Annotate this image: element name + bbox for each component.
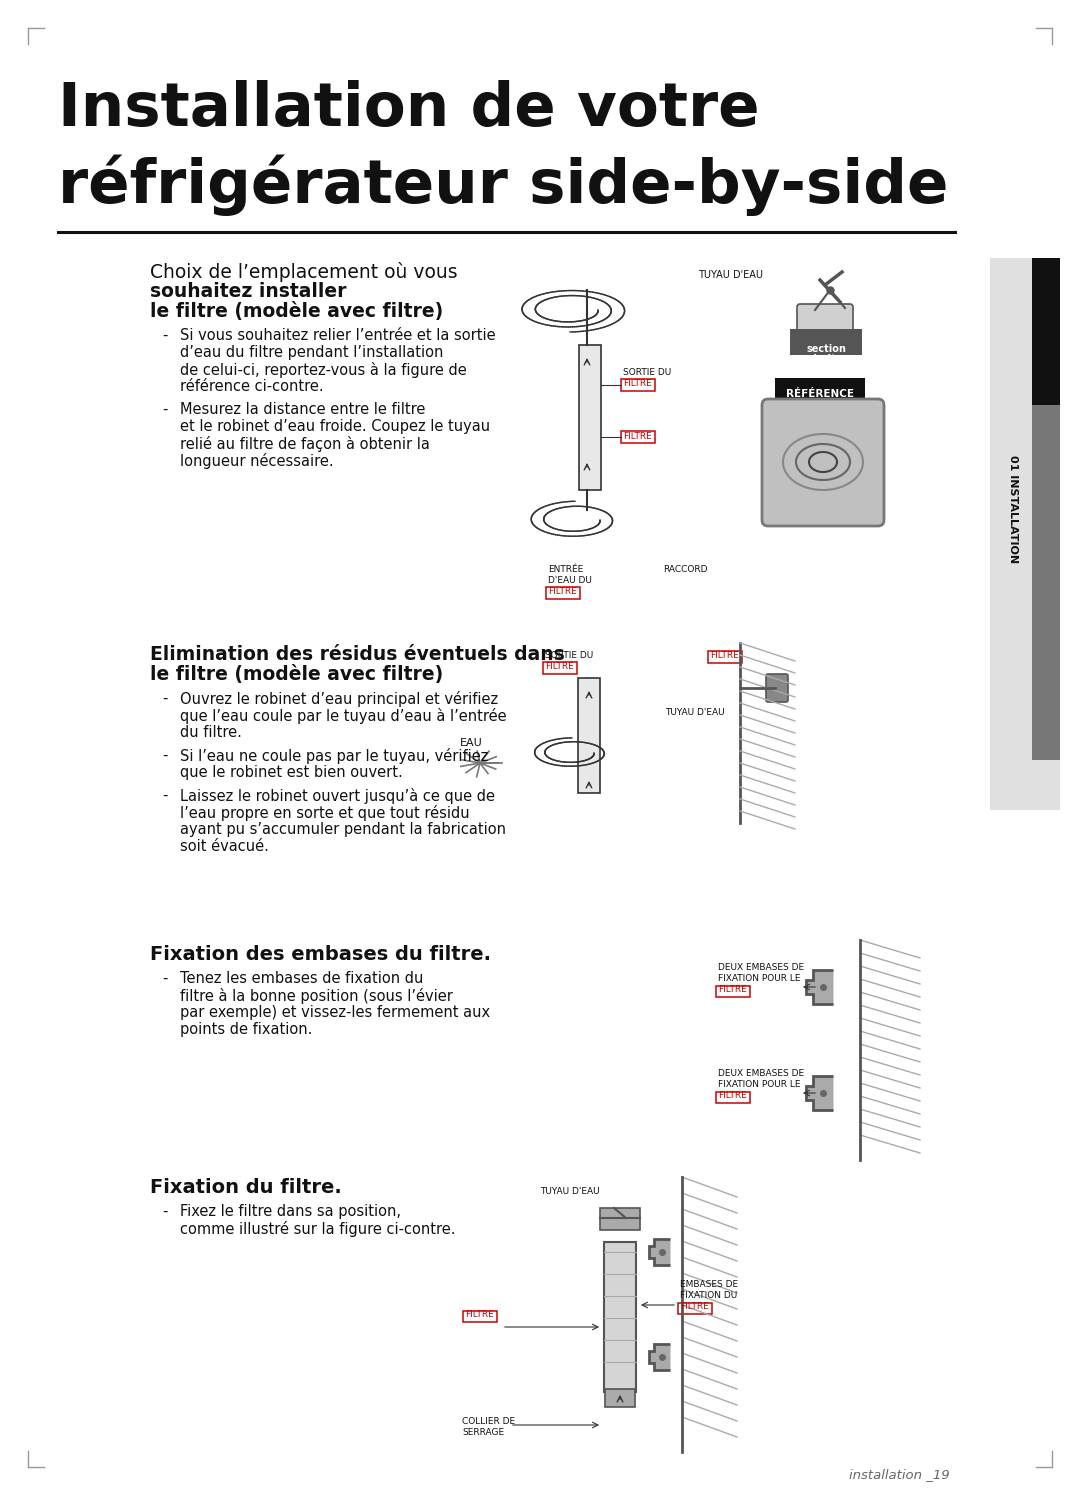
Text: Installation de votre: Installation de votre <box>58 81 759 139</box>
Text: soit évacué.: soit évacué. <box>180 839 269 854</box>
Text: SORTIE DU: SORTIE DU <box>623 368 672 377</box>
Text: relié au filtre de façon à obtenir la: relié au filtre de façon à obtenir la <box>180 437 430 451</box>
Text: -: - <box>162 1203 167 1218</box>
Text: Tenez les embases de fixation du: Tenez les embases de fixation du <box>180 970 423 987</box>
Bar <box>543 662 577 674</box>
Text: par exemple) et vissez-les fermement aux: par exemple) et vissez-les fermement aux <box>180 1005 490 1020</box>
Text: souhaitez installer: souhaitez installer <box>150 283 347 300</box>
Text: Ouvrez le robinet d’eau principal et vérifiez: Ouvrez le robinet d’eau principal et vér… <box>180 691 498 707</box>
Text: filtre à la bonne position (sous l’évier: filtre à la bonne position (sous l’évier <box>180 988 453 1005</box>
Bar <box>1032 259 1059 405</box>
Text: DEUX EMBASES DE: DEUX EMBASES DE <box>718 1069 805 1078</box>
Text: TUYAU D'EAU: TUYAU D'EAU <box>540 1187 599 1196</box>
Text: DEUX EMBASES DE: DEUX EMBASES DE <box>718 963 805 972</box>
Bar <box>604 1242 636 1392</box>
Text: l’eau propre en sorte et que tout résidu: l’eau propre en sorte et que tout résidu <box>180 804 470 821</box>
Text: -: - <box>162 691 167 706</box>
Bar <box>579 345 600 490</box>
Text: section: section <box>806 344 846 354</box>
Bar <box>463 1311 497 1322</box>
FancyBboxPatch shape <box>766 674 788 703</box>
Text: FIXATION POUR LE: FIXATION POUR LE <box>718 1079 800 1088</box>
Bar <box>708 650 742 662</box>
Text: le filtre (modèle avec filtre): le filtre (modèle avec filtre) <box>150 302 443 321</box>
Polygon shape <box>649 1344 670 1369</box>
Text: Fixation des embases du filtre.: Fixation des embases du filtre. <box>150 945 491 964</box>
Text: installation _19: installation _19 <box>849 1468 950 1482</box>
Text: d’eau du filtre pendant l’installation: d’eau du filtre pendant l’installation <box>180 345 444 360</box>
Text: ENTRÉE: ENTRÉE <box>548 565 583 574</box>
Text: de celui-ci, reportez-vous à la figure de: de celui-ci, reportez-vous à la figure d… <box>180 362 467 378</box>
Text: COLLIER DE: COLLIER DE <box>462 1417 515 1426</box>
Text: et le robinet d’eau froide. Coupez le tuyau: et le robinet d’eau froide. Coupez le tu… <box>180 419 490 434</box>
Text: RÉFÉRENCE: RÉFÉRENCE <box>786 389 854 399</box>
FancyBboxPatch shape <box>762 399 885 526</box>
Text: TUYAU D'EAU: TUYAU D'EAU <box>698 271 762 280</box>
Text: droite: droite <box>809 354 842 363</box>
Text: Fixation du filtre.: Fixation du filtre. <box>150 1178 341 1197</box>
Bar <box>990 259 1059 810</box>
Text: 01 INSTALLATION: 01 INSTALLATION <box>1008 454 1018 564</box>
Polygon shape <box>649 1239 670 1265</box>
Text: FILTRE: FILTRE <box>623 380 651 389</box>
Text: comme illustré sur la figure ci-contre.: comme illustré sur la figure ci-contre. <box>180 1221 456 1236</box>
Text: référence ci-contre.: référence ci-contre. <box>180 380 324 395</box>
Text: du filtre.: du filtre. <box>180 725 242 740</box>
Polygon shape <box>806 1076 834 1109</box>
Text: -: - <box>162 327 167 342</box>
Text: longueur nécessaire.: longueur nécessaire. <box>180 453 334 469</box>
Text: EAU: EAU <box>460 739 483 748</box>
Text: -: - <box>162 788 167 803</box>
Text: -: - <box>162 402 167 417</box>
Text: ayant pu s’accumuler pendant la fabrication: ayant pu s’accumuler pendant la fabricat… <box>180 822 507 837</box>
Text: D'EAU DU: D'EAU DU <box>548 576 592 585</box>
Text: Si l’eau ne coule pas par le tuyau, vérifiez: Si l’eau ne coule pas par le tuyau, véri… <box>180 748 488 764</box>
Text: TUYAU D'EAU: TUYAU D'EAU <box>665 709 725 718</box>
Bar <box>605 1389 635 1407</box>
Polygon shape <box>806 970 834 1005</box>
Text: le filtre (modèle avec filtre): le filtre (modèle avec filtre) <box>150 665 443 685</box>
Text: réfrigérateur side-by-side: réfrigérateur side-by-side <box>58 155 948 217</box>
Bar <box>678 1304 712 1314</box>
Text: FIXATION POUR LE: FIXATION POUR LE <box>718 975 800 984</box>
Text: FILTRE: FILTRE <box>718 985 746 994</box>
Bar <box>716 987 750 997</box>
Text: FILTRE: FILTRE <box>710 650 739 659</box>
Text: FILTRE: FILTRE <box>718 1091 746 1100</box>
Text: Si vous souhaitez relier l’entrée et la sortie: Si vous souhaitez relier l’entrée et la … <box>180 327 496 342</box>
Text: Mesurez la distance entre le filtre: Mesurez la distance entre le filtre <box>180 402 426 417</box>
Text: FILTRE: FILTRE <box>465 1310 494 1319</box>
Bar <box>546 588 580 599</box>
Text: -: - <box>162 970 167 987</box>
Text: SORTIE DU: SORTIE DU <box>545 650 593 659</box>
Bar <box>1032 405 1059 759</box>
FancyBboxPatch shape <box>797 303 853 338</box>
Text: -: - <box>162 748 167 762</box>
Bar <box>716 1091 750 1103</box>
Text: FILTRE: FILTRE <box>548 588 577 597</box>
Text: EMBASES DE: EMBASES DE <box>680 1280 738 1289</box>
Text: FILTRE: FILTRE <box>545 662 573 671</box>
Bar <box>578 679 600 792</box>
Bar <box>600 1208 640 1230</box>
Text: FILTRE: FILTRE <box>680 1302 708 1311</box>
Bar <box>621 380 654 392</box>
Text: Choix de l’emplacement où vous: Choix de l’emplacement où vous <box>150 262 458 283</box>
Text: FILTRE: FILTRE <box>623 432 651 441</box>
Text: Laissez le robinet ouvert jusqu’à ce que de: Laissez le robinet ouvert jusqu’à ce que… <box>180 788 495 804</box>
Text: que le robinet est bien ouvert.: que le robinet est bien ouvert. <box>180 765 403 780</box>
Text: RACCORD: RACCORD <box>663 565 707 574</box>
Bar <box>775 378 865 398</box>
Text: SERRAGE: SERRAGE <box>462 1428 504 1437</box>
Text: points de fixation.: points de fixation. <box>180 1023 312 1038</box>
Text: que l’eau coule par le tuyau d’eau à l’entrée: que l’eau coule par le tuyau d’eau à l’e… <box>180 709 507 724</box>
Text: FIXATION DU: FIXATION DU <box>680 1292 738 1301</box>
Text: Fixez le filtre dans sa position,: Fixez le filtre dans sa position, <box>180 1203 401 1218</box>
Bar <box>789 329 862 354</box>
Bar <box>621 431 654 443</box>
Text: Elimination des résidus éventuels dans: Elimination des résidus éventuels dans <box>150 644 565 664</box>
